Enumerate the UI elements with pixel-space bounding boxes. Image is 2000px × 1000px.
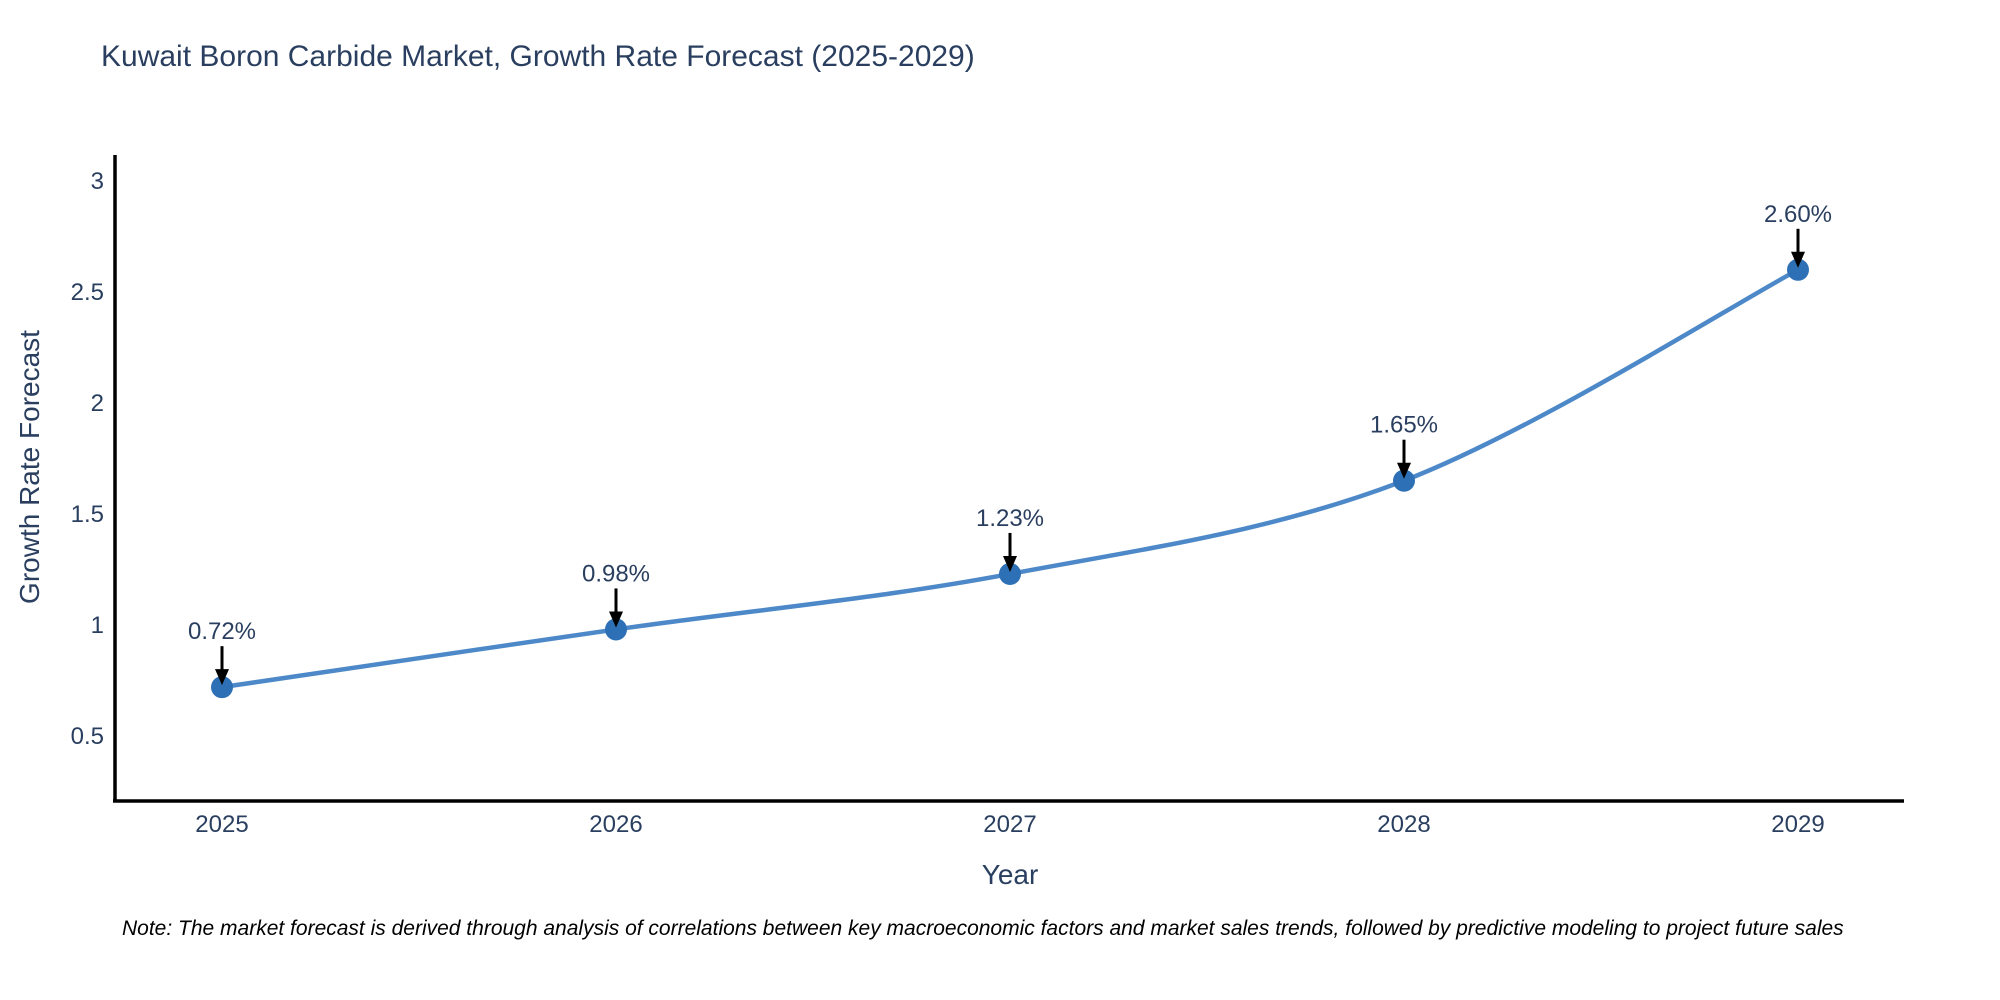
x-tick-label: 2027 [983,811,1036,838]
data-point[interactable] [999,562,1021,585]
y-tick-labels: 0.5 1 1.5 2 2.5 3 [71,168,104,750]
y-tick-label: 2.5 [71,279,104,306]
annotation-arrow-head [1003,555,1017,572]
data-point[interactable] [1787,258,1809,281]
annotation-arrow-head [1791,251,1805,268]
point-value-label: 1.23% [976,505,1044,532]
y-tick-label: 1 [91,612,104,639]
x-tick-label: 2029 [1771,811,1824,838]
point-value-label: 0.98% [582,560,650,587]
series-line [219,267,1801,690]
footnote: Note: The market forecast is derived thr… [122,917,1844,940]
annotation-arrow-head [215,669,229,686]
point-annotations: 0.72% 0.98% 1.23% 1.65% 2.60% [188,201,1832,686]
x-tick-label: 2025 [195,811,248,838]
data-point[interactable] [211,676,233,699]
axes [113,155,1904,803]
chart-title: Kuwait Boron Carbide Market, Growth Rate… [101,40,975,73]
point-value-label: 1.65% [1370,412,1438,439]
x-tick-labels: 2025 2026 2027 2028 2029 [195,811,1824,838]
data-point[interactable] [605,618,627,641]
point-value-label: 0.72% [188,618,256,645]
data-points [211,258,1809,699]
annotation-arrow-head [1397,462,1411,479]
x-tick-label: 2028 [1377,811,1430,838]
point-value-label: 2.60% [1764,201,1832,228]
y-tick-label: 2 [91,390,104,417]
y-tick-label: 0.5 [71,723,104,750]
data-point[interactable] [1393,469,1415,492]
y-tick-label: 1.5 [71,501,104,528]
x-tick-label: 2026 [589,811,642,838]
x-axis-title: Year [981,859,1039,890]
y-tick-label: 3 [91,168,104,195]
annotation-arrow-head [609,611,623,628]
